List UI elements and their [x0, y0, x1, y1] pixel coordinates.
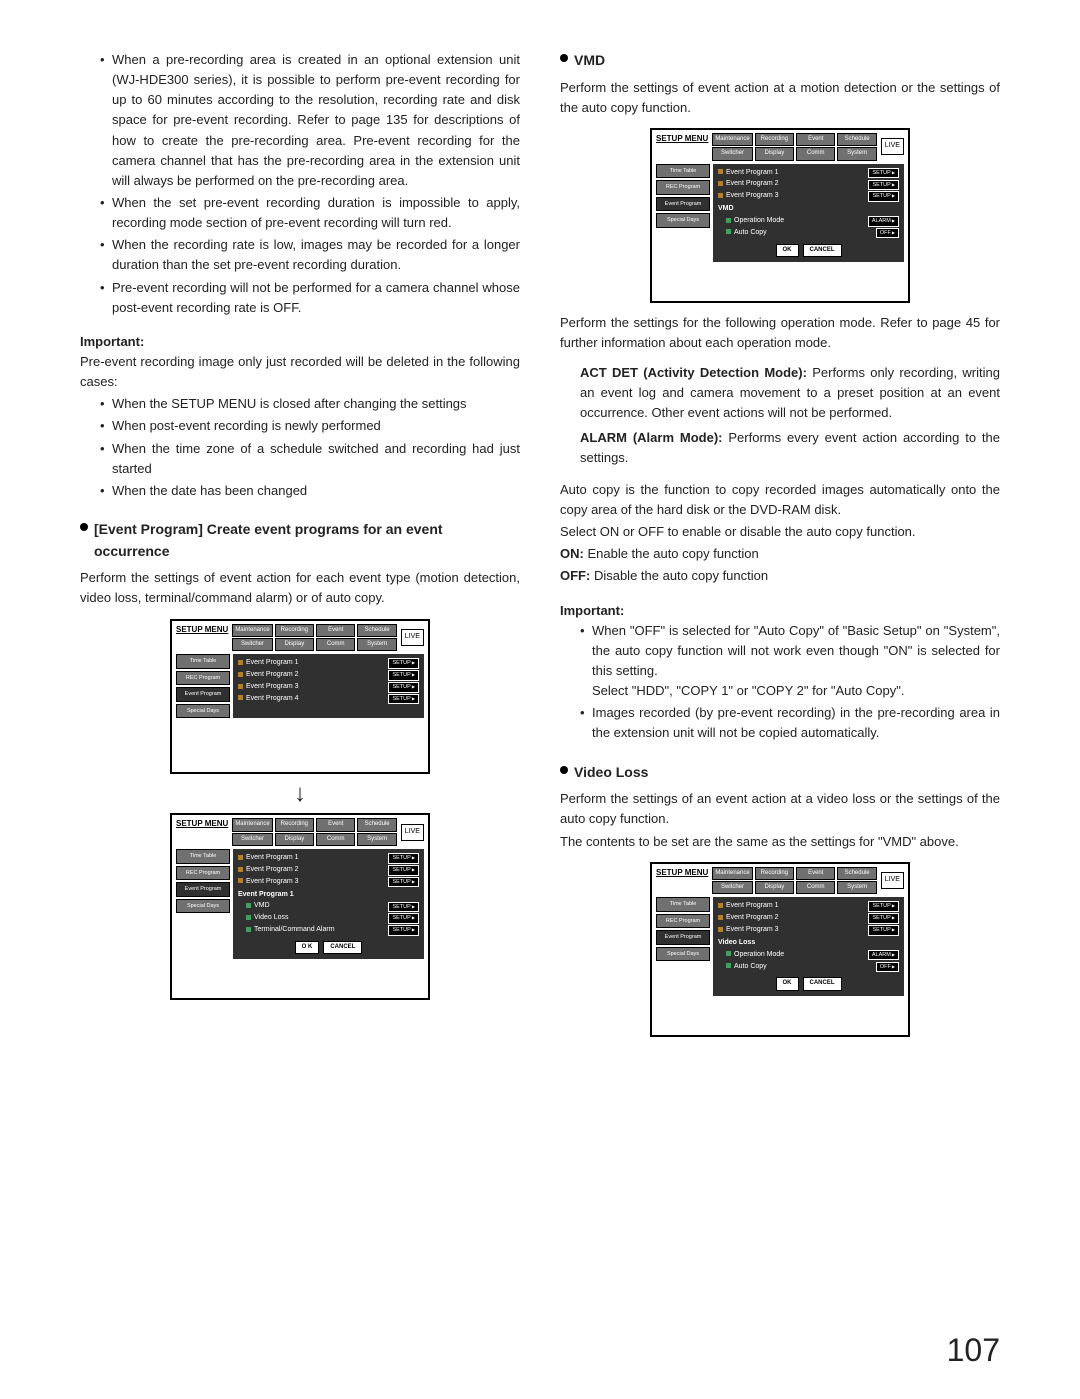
list-item: When post-event recording is newly perfo…	[100, 416, 520, 436]
off-line: OFF: Disable the auto copy function	[560, 566, 1000, 586]
event-program-heading: [Event Program] Create event programs fo…	[80, 519, 520, 562]
list-item: When a pre-recording area is created in …	[100, 50, 520, 191]
arrow-down-icon: ↓	[80, 784, 520, 803]
list-item: Images recorded (by pre-event recording)…	[580, 703, 1000, 743]
setup-menu-screenshot-vmd: SETUP MENU MaintenanceSwitcher Recording…	[650, 128, 910, 303]
intro-bullet-list: When a pre-recording area is created in …	[80, 50, 520, 318]
list-item: When the time zone of a schedule switche…	[100, 439, 520, 479]
tab: Event	[316, 624, 355, 637]
important-label: Important:	[80, 332, 520, 352]
important-label-right: Important:	[560, 601, 1000, 621]
page-number: 107	[947, 1332, 1000, 1369]
list-item: When "OFF" is selected for "Auto Copy" o…	[580, 621, 1000, 702]
on-line: ON: Enable the auto copy function	[560, 544, 1000, 564]
tab: Comm	[316, 638, 355, 651]
autocopy-p2: Select ON or OFF to enable or disable th…	[560, 522, 1000, 542]
vl-p1: Perform the settings of an event action …	[560, 789, 1000, 829]
list-item: When the date has been changed	[100, 481, 520, 501]
list-item: When the recording rate is low, images m…	[100, 235, 520, 275]
tab: Recording	[275, 624, 314, 637]
side-btn: REC Program	[176, 671, 230, 686]
vl-p2: The contents to be set are the same as t…	[560, 832, 1000, 852]
setup-menu-screenshot-video-loss: SETUP MENU MaintenanceSwitcher Recording…	[650, 862, 910, 1037]
def-act-det: ACT DET (Activity Detection Mode): Perfo…	[560, 363, 1000, 423]
panel: Event Program 1SETUP Event Program 2SETU…	[233, 654, 424, 718]
important-intro: Pre-event recording image only just reco…	[80, 352, 520, 392]
vmd-heading: VMD	[560, 50, 1000, 72]
autocopy-p1: Auto copy is the function to copy record…	[560, 480, 1000, 520]
vmd-body: Perform the settings for the following o…	[560, 313, 1000, 353]
important-bullets-right: When "OFF" is selected for "Auto Copy" o…	[560, 621, 1000, 744]
video-loss-heading: Video Loss	[560, 762, 1000, 784]
tab: Schedule	[357, 624, 396, 637]
menu-title: SETUP MENU	[176, 624, 228, 636]
side-btn: Time Table	[176, 654, 230, 669]
right-column: VMD Perform the settings of event action…	[560, 50, 1000, 1047]
tab: Display	[275, 638, 314, 651]
tab: Switcher	[232, 638, 272, 651]
left-column: When a pre-recording area is created in …	[80, 50, 520, 1047]
setup-menu-screenshot-1: SETUP MENU Maintenance Switcher Recordin…	[170, 619, 430, 775]
bullet-icon	[560, 54, 568, 62]
event-program-body: Perform the settings of event action for…	[80, 568, 520, 608]
side-btn: Special Days	[176, 704, 230, 719]
tab: Maintenance	[232, 624, 272, 637]
menu-title: SETUP MENU	[176, 818, 228, 830]
vmd-intro: Perform the settings of event action at …	[560, 78, 1000, 118]
bullet-icon	[80, 523, 88, 531]
side-btn-selected: Event Program	[176, 687, 230, 702]
list-item: Pre-event recording will not be performe…	[100, 278, 520, 318]
setup-menu-screenshot-2: SETUP MENU MaintenanceSwitcher Recording…	[170, 813, 430, 1000]
def-alarm: ALARM (Alarm Mode): Performs every event…	[560, 428, 1000, 468]
tab: System	[357, 638, 396, 651]
important-bullet-list: When the SETUP MENU is closed after chan…	[80, 394, 520, 501]
list-item: When the SETUP MENU is closed after chan…	[100, 394, 520, 414]
bullet-icon	[560, 766, 568, 774]
list-item: When the set pre-event recording duratio…	[100, 193, 520, 233]
live-label: LIVE	[401, 629, 424, 646]
